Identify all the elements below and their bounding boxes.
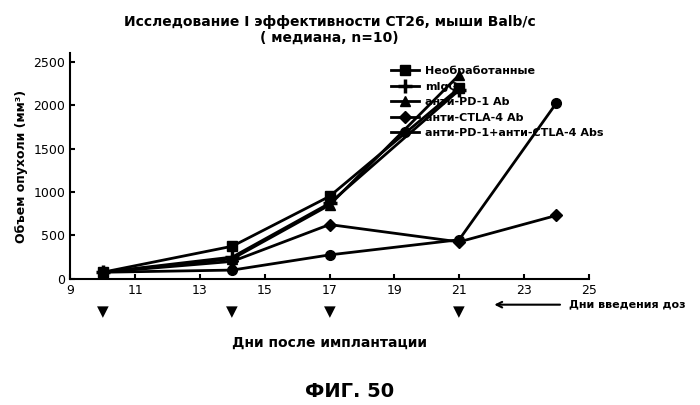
- Y-axis label: Объем опухоли (мм³): Объем опухоли (мм³): [15, 90, 28, 243]
- Text: ФИГ. 50: ФИГ. 50: [305, 382, 395, 401]
- Text: ▼: ▼: [97, 304, 108, 319]
- Text: ▼: ▼: [323, 304, 335, 319]
- X-axis label: Дни после имплантации: Дни после имплантации: [232, 335, 427, 350]
- Text: Дни введения доз: Дни введения доз: [569, 300, 686, 310]
- Text: ▼: ▼: [453, 304, 465, 319]
- Legend: Необработанные, mIgG, анти-PD-1 Ab, анти-CTLA-4 Ab, анти-PD-1+анти-CTLA-4 Abs: Необработанные, mIgG, анти-PD-1 Ab, анти…: [387, 61, 608, 143]
- Text: ▼: ▼: [226, 304, 238, 319]
- Title: Исследование I эффективности СТ26, мыши Balb/c
( медиана, n=10): Исследование I эффективности СТ26, мыши …: [124, 15, 536, 45]
